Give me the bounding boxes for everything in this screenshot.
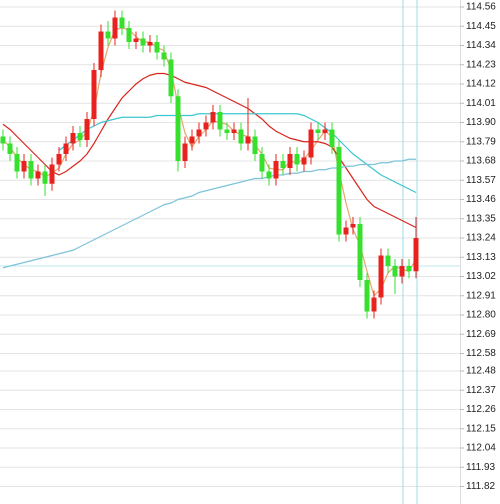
candle-body (140, 38, 146, 46)
candle-body (273, 161, 279, 179)
candle-body (70, 133, 76, 144)
candle-body (252, 136, 258, 154)
y-tick-label: 114.56 (466, 2, 496, 13)
candle-body (357, 224, 363, 280)
y-tick-label: 112.15 (466, 423, 496, 434)
y-tick-label: 112.80 (466, 310, 496, 321)
candle-body (182, 143, 188, 161)
candle-body (35, 171, 41, 179)
candle-body (0, 136, 6, 144)
candle-body (238, 129, 244, 144)
moving-average-line (2, 158, 416, 269)
candle-body (259, 154, 265, 172)
candle-body (308, 129, 314, 158)
candle-body (336, 147, 342, 235)
y-tick-label: 114.12 (466, 79, 496, 90)
candle-body (77, 133, 83, 140)
candle-body (133, 38, 139, 42)
candle-body (168, 59, 174, 97)
y-tick-label: 112.91 (466, 290, 496, 301)
grid (0, 6, 460, 487)
candle-body (245, 136, 251, 144)
candle-body (203, 122, 209, 130)
y-tick-label: 113.79 (466, 136, 496, 147)
candle-body (56, 154, 62, 165)
candle-body (42, 171, 48, 184)
moving-average-line (2, 72, 417, 229)
y-axis: 114.56 114.45 114.34 114.23 114.12 114.01 113.… (460, 2, 496, 492)
y-tick-label: 111.82 (466, 481, 496, 492)
y-tick-label: 114.34 (466, 40, 496, 51)
candle-body (406, 266, 412, 272)
candle-body (84, 119, 90, 140)
candle-body (378, 255, 384, 298)
candle-body (294, 154, 300, 165)
candle-body (413, 238, 419, 272)
candle-body (231, 129, 237, 133)
candle-body (343, 227, 349, 235)
y-tick-label: 112.26 (466, 404, 496, 415)
y-tick-label: 113.35 (466, 213, 496, 224)
y-tick-label: 113.02 (466, 271, 496, 282)
candles (0, 10, 419, 319)
candle-body (210, 112, 216, 123)
candle-body (322, 129, 328, 133)
candle-body (217, 112, 223, 130)
candle-body (98, 31, 104, 70)
candle-body (175, 96, 181, 161)
moving-average-line (2, 27, 417, 297)
candle-body (266, 171, 272, 179)
candle-body (287, 154, 293, 168)
y-tick-label: 111.93 (466, 462, 496, 473)
y-tick-label: 114.45 (466, 21, 496, 32)
candle-body (392, 266, 398, 277)
candle-body (7, 143, 13, 154)
y-tick-label: 112.69 (466, 329, 496, 340)
y-tick-label: 113.13 (466, 252, 496, 263)
y-tick-label: 114.01 (466, 98, 496, 109)
moving-average-line (58, 113, 417, 194)
y-tick-label: 113.46 (466, 194, 496, 205)
candle-body (301, 157, 307, 165)
candle-body (112, 17, 118, 39)
y-tick-label: 112.48 (466, 366, 496, 377)
candle-body (105, 31, 111, 39)
y-tick-label: 113.90 (466, 117, 496, 128)
candle-body (91, 70, 97, 119)
candle-body (49, 164, 55, 184)
y-tick-label: 113.68 (466, 156, 496, 167)
candle-body (315, 129, 321, 133)
candle-body (63, 143, 69, 154)
candle-body (189, 136, 195, 144)
moving-averages (2, 27, 417, 297)
candle-body (280, 161, 286, 168)
candle-body (196, 129, 202, 137)
candle-body (350, 224, 356, 228)
candle-body (329, 129, 335, 147)
y-tick-label: 112.58 (466, 348, 496, 359)
candle-body (14, 154, 20, 172)
candle-body (364, 280, 370, 312)
candle-body (399, 266, 405, 277)
candle-body (21, 161, 27, 172)
candle-body (126, 28, 132, 42)
y-tick-label: 112.04 (466, 443, 496, 454)
candle-body (385, 255, 391, 266)
candle-body (147, 42, 153, 46)
y-tick-label: 114.23 (466, 59, 496, 70)
candle-body (161, 52, 167, 60)
y-tick-label: 113.24 (466, 233, 496, 244)
candle-body (224, 129, 230, 133)
y-tick-label: 113.57 (466, 175, 496, 186)
y-tick-label: 112.37 (466, 385, 496, 396)
candle-body (154, 42, 160, 53)
candle-body (28, 161, 34, 179)
candle-body (371, 297, 377, 312)
candle-body (119, 17, 125, 28)
